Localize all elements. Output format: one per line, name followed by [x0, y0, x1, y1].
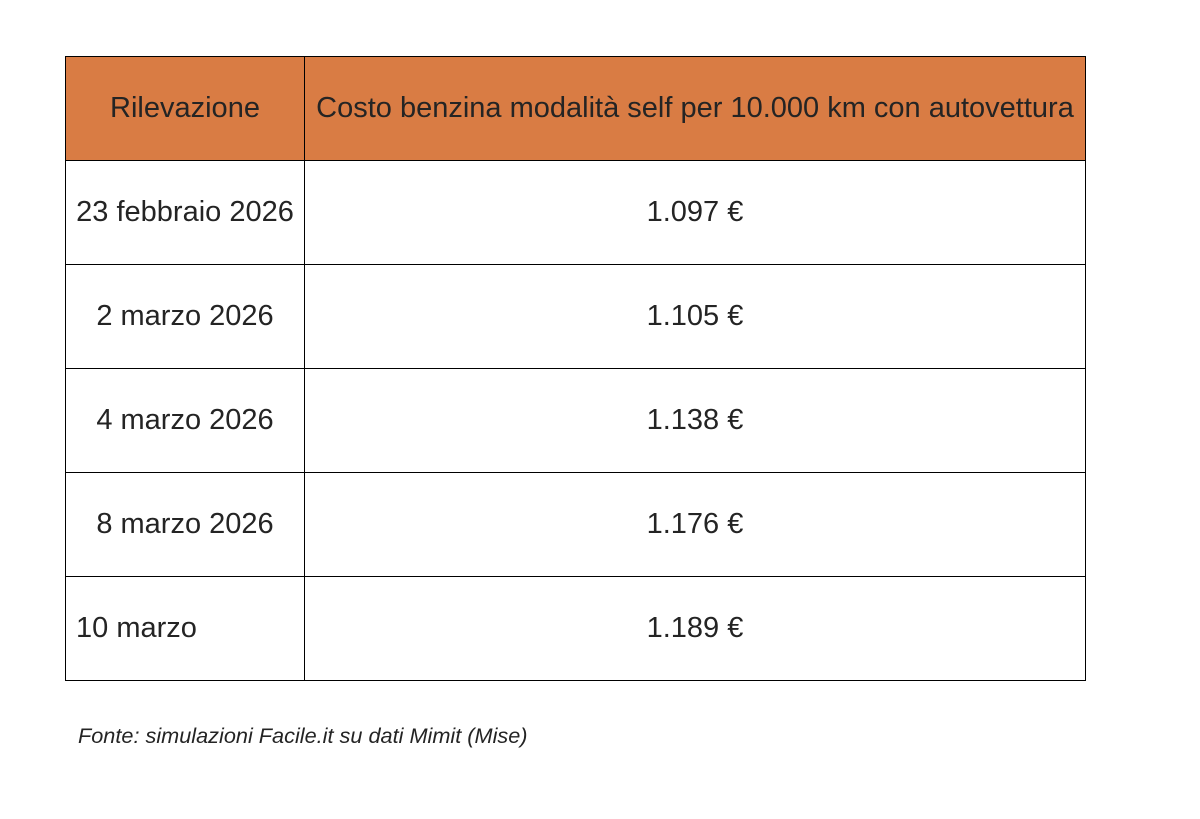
source-note: Fonte: simulazioni Facile.it su dati Mim… [78, 723, 528, 748]
column-header-rilevazione: Rilevazione [65, 56, 305, 161]
table-row: 8 marzo 2026 1.176 € [65, 472, 1086, 577]
table-row: 23 febbraio 2026 1.097 € [65, 160, 1086, 265]
cell-cost: 1.189 € [304, 576, 1086, 681]
table-row: 2 marzo 2026 1.105 € [65, 264, 1086, 369]
cell-date: 4 marzo 2026 [65, 368, 305, 473]
fuel-cost-table: Rilevazione Costo benzina modalità self … [65, 56, 1086, 681]
table-header-row: Rilevazione Costo benzina modalità self … [65, 56, 1086, 161]
cell-date: 23 febbraio 2026 [65, 160, 305, 265]
cell-date: 10 marzo [65, 576, 305, 681]
cell-cost: 1.097 € [304, 160, 1086, 265]
table-row: 10 marzo 1.189 € [65, 576, 1086, 681]
table-row: 4 marzo 2026 1.138 € [65, 368, 1086, 473]
cell-cost: 1.176 € [304, 472, 1086, 577]
cell-date: 2 marzo 2026 [65, 264, 305, 369]
cell-cost: 1.138 € [304, 368, 1086, 473]
cell-date: 8 marzo 2026 [65, 472, 305, 577]
cell-cost: 1.105 € [304, 264, 1086, 369]
column-header-costo-benzina: Costo benzina modalità self per 10.000 k… [304, 56, 1086, 161]
